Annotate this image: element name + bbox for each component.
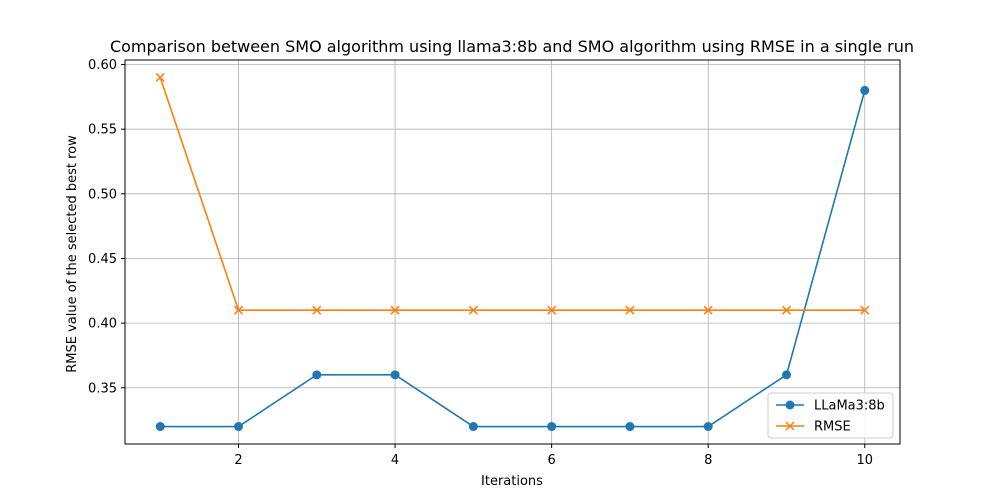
data-point (703, 305, 713, 315)
data-point (390, 305, 400, 315)
x-tick-label: 6 (548, 453, 556, 468)
plot-frame (124, 59, 901, 445)
x-marker-stroke (233, 305, 244, 315)
y-tick-label: 0.60 (88, 58, 117, 73)
legend-item: LLaMa3:8b (776, 399, 885, 414)
data-point (703, 422, 713, 432)
y-axis-label: RMSE value of the selected best row (65, 135, 80, 373)
chart-title: Comparison between SMO algorithm using l… (110, 37, 914, 56)
x-marker-stroke (468, 305, 478, 315)
data-point (625, 422, 635, 432)
series-layer (155, 72, 870, 432)
data-point (625, 305, 635, 315)
series-line (160, 90, 866, 428)
data-point (860, 85, 870, 95)
legend-label: RMSE (814, 420, 851, 435)
x-marker-stroke (390, 305, 400, 315)
x-tick-label: 4 (391, 453, 399, 468)
data-point (781, 305, 792, 315)
data-point (234, 422, 244, 432)
x-tick-label: 8 (704, 453, 712, 468)
axis-ticks: 2 4 6 8 10 0.35 0.40 0.45 0.50 0.55 0.60 (88, 58, 873, 468)
data-point (155, 72, 165, 82)
y-tick-label: 0.45 (88, 252, 117, 267)
x-marker-stroke (312, 305, 322, 315)
x-marker-stroke (703, 305, 713, 315)
x-marker-stroke (860, 305, 870, 315)
data-point (155, 422, 165, 432)
series-llama (155, 85, 870, 432)
x-marker-stroke (785, 421, 795, 431)
legend-item: RMSE (776, 420, 851, 435)
y-tick-label: 0.55 (88, 123, 117, 138)
data-point (390, 370, 400, 380)
legend-marker (785, 400, 795, 410)
x-marker-stroke (155, 72, 165, 82)
x-axis-label: Iterations (481, 474, 543, 489)
data-point (468, 305, 478, 315)
x-tick-label: 2 (234, 453, 242, 468)
y-tick-label: 0.35 (88, 381, 117, 396)
x-marker-stroke (781, 305, 792, 315)
y-tick-label: 0.40 (88, 317, 117, 332)
legend-label: LLaMa3:8b (814, 399, 885, 414)
data-point (860, 305, 870, 315)
data-point (547, 422, 557, 432)
legend: LLaMa3:8b RMSE (767, 392, 894, 439)
x-tick-label: 10 (856, 453, 873, 468)
series-rmse (155, 72, 870, 315)
data-point (781, 370, 791, 380)
data-point (547, 305, 557, 315)
series-line (159, 77, 865, 311)
x-marker-stroke (625, 305, 635, 315)
data-point (233, 305, 244, 315)
y-tick-label: 0.50 (88, 187, 117, 202)
data-point (312, 305, 322, 315)
x-marker-stroke (547, 305, 557, 315)
grid-lines (125, 60, 900, 444)
data-point (468, 422, 478, 432)
legend-marker (785, 421, 795, 431)
data-point (312, 370, 322, 380)
